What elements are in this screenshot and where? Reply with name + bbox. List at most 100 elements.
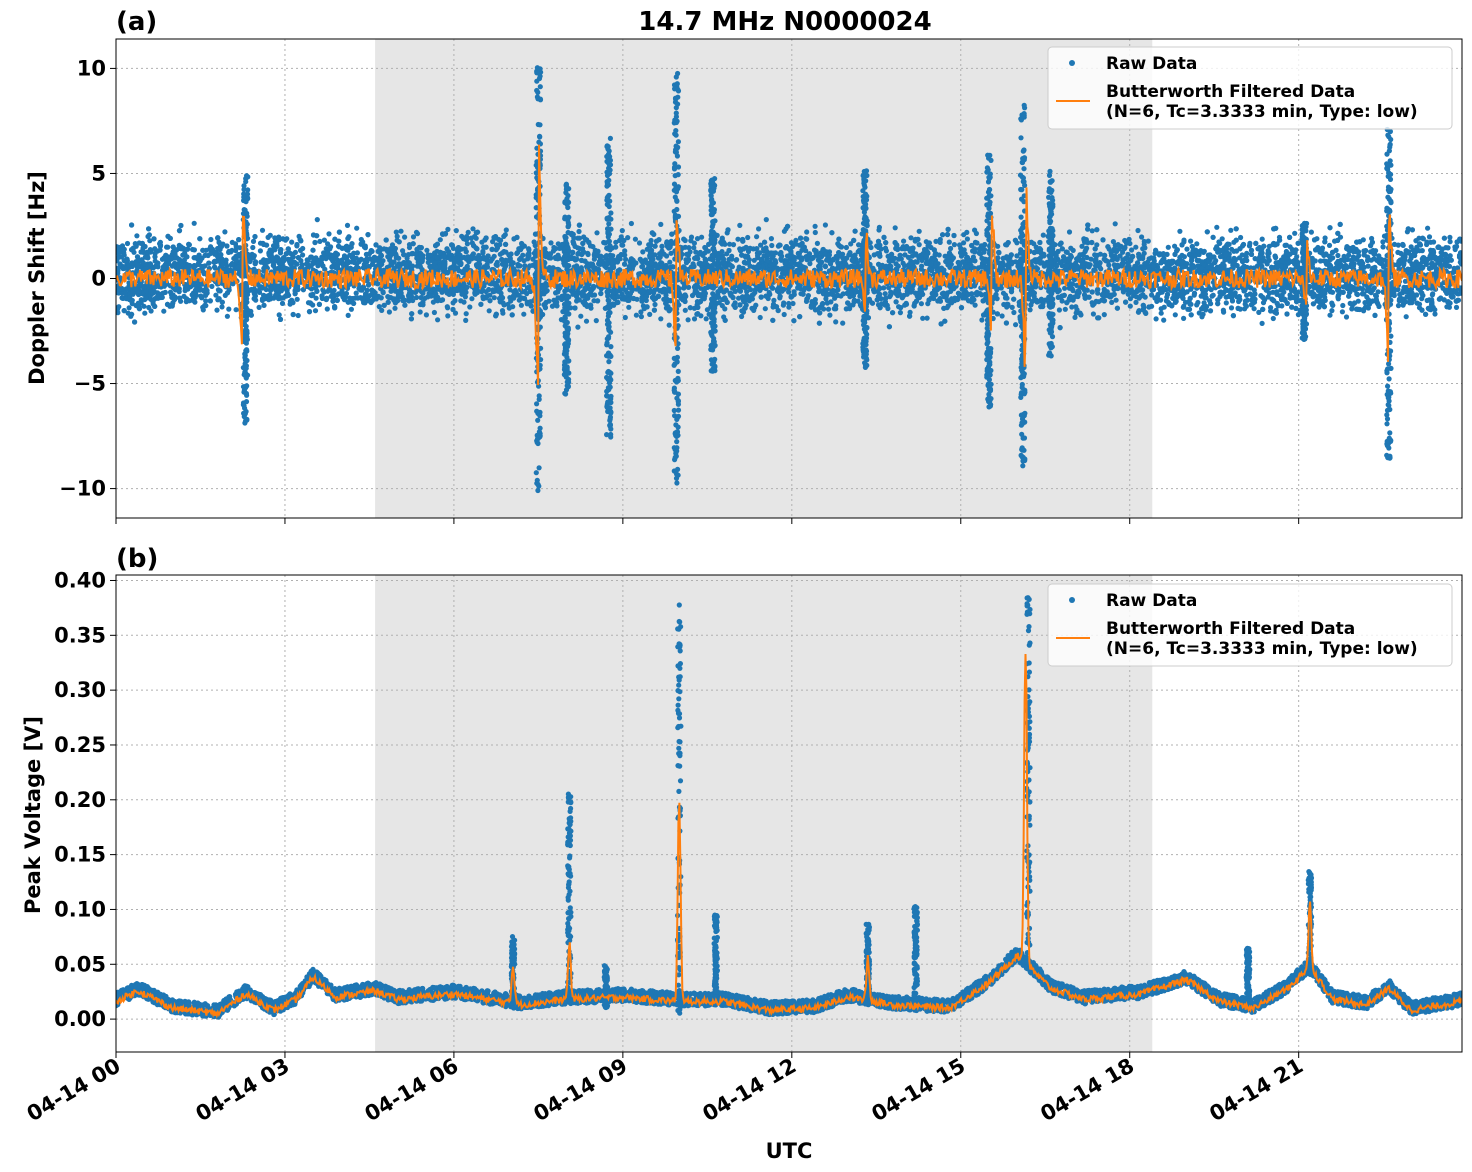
raw-point	[757, 314, 763, 321]
raw-point	[812, 229, 818, 236]
raw-point	[345, 312, 351, 318]
raw-point	[147, 238, 153, 244]
raw-point	[886, 285, 892, 291]
raw-point	[881, 285, 887, 291]
raw-point	[402, 234, 408, 240]
raw-point	[1112, 221, 1118, 227]
raw-point	[317, 238, 323, 244]
raw-point	[300, 252, 306, 258]
raw-point	[827, 312, 833, 318]
raw-point	[626, 304, 632, 310]
raw-point	[916, 242, 922, 248]
raw-point	[1354, 291, 1361, 298]
raw-point	[453, 228, 459, 234]
raw-point	[781, 311, 787, 318]
raw-point	[1425, 225, 1431, 231]
raw-point	[694, 236, 701, 242]
raw-point	[822, 222, 829, 228]
raw-point	[1243, 303, 1249, 309]
raw-point	[619, 228, 625, 234]
raw-point	[786, 304, 792, 310]
raw-point	[1027, 307, 1033, 313]
raw-point	[652, 301, 658, 308]
raw-point	[1424, 241, 1430, 248]
raw-point	[656, 255, 662, 261]
raw-point	[353, 290, 359, 296]
raw-point	[458, 298, 464, 304]
raw-point	[1295, 312, 1301, 318]
raw-point	[1343, 314, 1350, 320]
raw-point	[1101, 312, 1107, 318]
raw-point	[295, 312, 301, 319]
raw-point	[1362, 300, 1368, 306]
raw-point	[768, 236, 775, 242]
raw-point	[376, 304, 382, 310]
raw-point	[521, 311, 527, 317]
raw-point	[470, 251, 476, 257]
raw-point	[786, 300, 792, 307]
raw-point	[1014, 253, 1020, 259]
raw-point	[386, 309, 392, 315]
raw-point	[804, 229, 810, 235]
raw-point	[465, 229, 471, 235]
raw-point	[276, 312, 282, 318]
raw-point	[1089, 228, 1095, 234]
raw-point	[1062, 306, 1068, 312]
raw-point	[489, 246, 495, 252]
raw-point	[146, 304, 152, 311]
raw-point	[1329, 308, 1335, 314]
plot-area	[116, 65, 1462, 494]
raw-point	[622, 314, 628, 321]
raw-point	[973, 230, 980, 237]
raw-point	[790, 300, 796, 307]
raw-point	[354, 225, 360, 231]
raw-point	[1009, 304, 1015, 310]
raw-point	[882, 291, 888, 297]
raw-point	[214, 307, 220, 313]
raw-point	[1072, 314, 1078, 320]
raw-point	[786, 289, 792, 295]
raw-point	[191, 220, 197, 226]
raw-point	[1429, 292, 1435, 298]
raw-point	[1397, 291, 1403, 298]
raw-point	[1184, 246, 1190, 252]
raw-point	[1453, 304, 1460, 310]
raw-point	[491, 295, 497, 301]
raw-point	[756, 226, 762, 232]
raw-point	[208, 236, 214, 243]
raw-point	[1066, 229, 1073, 235]
raw-point	[593, 318, 599, 324]
raw-point	[615, 299, 621, 305]
raw-point	[124, 240, 131, 247]
raw-point	[142, 310, 148, 316]
raw-point	[825, 306, 832, 312]
raw-point	[250, 238, 257, 244]
figure-title: 14.7 MHz N0000024	[638, 7, 931, 37]
raw-point	[576, 228, 582, 235]
raw-point	[1158, 306, 1164, 312]
raw-point	[1270, 315, 1276, 322]
raw-point	[1165, 244, 1171, 250]
raw-point	[648, 237, 654, 244]
raw-point	[435, 317, 441, 323]
raw-point	[191, 247, 197, 253]
raw-point	[1327, 312, 1333, 318]
raw-point	[526, 246, 532, 252]
raw-point	[1426, 234, 1433, 240]
raw-point	[691, 245, 697, 251]
raw-point	[279, 300, 286, 306]
raw-point	[619, 242, 625, 248]
raw-point	[222, 229, 228, 235]
raw-point	[1139, 234, 1145, 240]
raw-point	[226, 306, 232, 312]
raw-point	[1133, 299, 1139, 305]
raw-point	[1127, 303, 1133, 309]
raw-point	[414, 231, 421, 237]
raw-point	[918, 301, 925, 307]
raw-point	[840, 320, 846, 326]
raw-point	[762, 306, 768, 312]
raw-point	[644, 246, 650, 252]
raw-point	[445, 313, 451, 319]
